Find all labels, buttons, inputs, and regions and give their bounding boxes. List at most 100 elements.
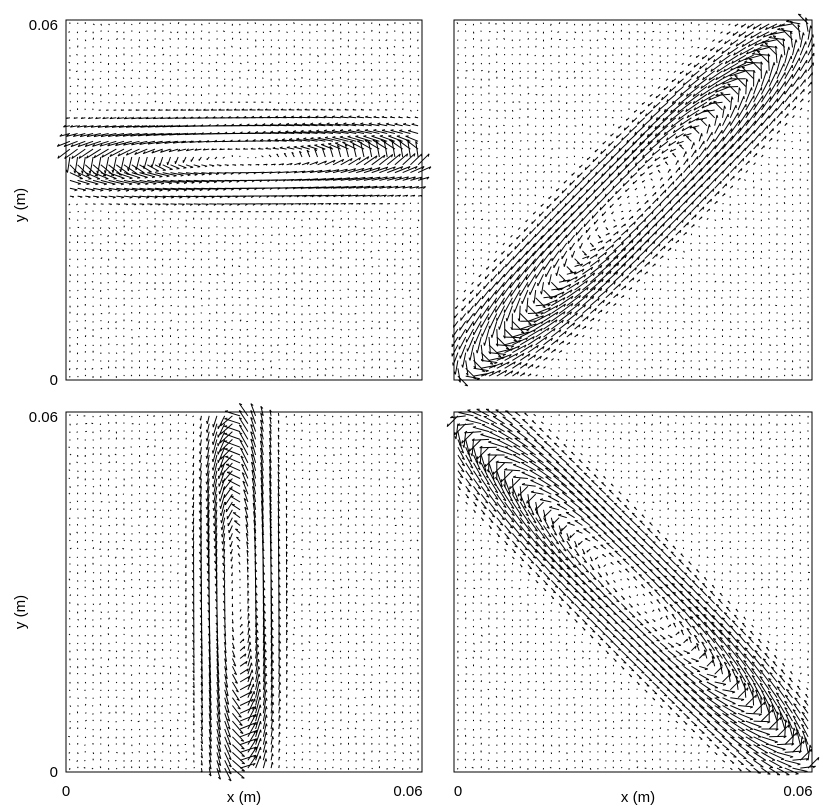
vector-arrow [122, 133, 140, 137]
vector-arrow-head [409, 186, 413, 189]
vector-arrow-head [115, 134, 119, 137]
vector-arrow [634, 125, 646, 136]
vector-arrow [628, 277, 635, 283]
vector-arrow [122, 93, 125, 96]
vector-arrow [154, 233, 156, 236]
vector-arrow-head [413, 194, 416, 197]
vector-arrow [451, 344, 459, 357]
vector-arrow [496, 195, 499, 198]
vector-arrow [535, 133, 537, 136]
vector-arrow-head [587, 179, 590, 183]
vector-arrow-head [713, 100, 717, 103]
vector-arrow [207, 367, 210, 369]
vector-arrow [108, 172, 125, 179]
vector-arrow [708, 70, 723, 81]
vector-arrow-head [608, 165, 611, 169]
vector-arrow [316, 217, 318, 220]
vector-arrow [169, 92, 171, 95]
vector-arrow [340, 116, 349, 119]
vector-arrow [613, 254, 627, 267]
vector-arrow [348, 225, 350, 228]
vector-arrow-head [216, 131, 220, 135]
vector-arrow [465, 172, 467, 174]
vector-arrow-head [591, 215, 594, 219]
vector-arrow [683, 266, 685, 268]
vector-arrow [596, 62, 599, 65]
vector-arrow [712, 39, 716, 42]
vector-arrow [567, 187, 575, 197]
vector-arrow [542, 133, 544, 136]
vector-arrow [363, 194, 373, 197]
vector-arrow [569, 180, 575, 186]
vector-arrow [558, 289, 573, 299]
vector-arrow-head [647, 200, 649, 203]
vector-arrow [123, 273, 126, 276]
vector-arrow-head [143, 109, 145, 111]
vector-arrow [409, 109, 412, 112]
vector-arrow [340, 194, 351, 197]
vector-arrow [354, 86, 357, 89]
vector-arrow-head [252, 203, 256, 206]
vector-arrow-head [123, 142, 127, 146]
vector-arrow [69, 234, 72, 237]
vector-arrow [176, 328, 179, 331]
vector-arrow [293, 281, 296, 284]
vector-arrow-head [502, 335, 506, 339]
vector-arrow [126, 125, 140, 128]
vector-arrow-head [398, 153, 401, 157]
vector-arrow [215, 327, 218, 330]
vector-arrow [582, 255, 590, 260]
vector-arrow [300, 54, 303, 56]
vector-arrow [138, 93, 140, 96]
vector-arrow [293, 375, 296, 378]
vector-arrow [649, 140, 661, 151]
vector-arrow [66, 133, 78, 137]
vector-arrow [262, 242, 264, 245]
vector-arrow [239, 47, 242, 50]
vector-arrow-head [579, 212, 581, 216]
vector-arrow [409, 257, 412, 259]
vector-arrow-head [213, 203, 217, 206]
vector-arrow [566, 295, 581, 307]
vector-arrow [650, 178, 653, 181]
vector-arrow [487, 297, 498, 312]
vector-arrow [582, 62, 584, 65]
vector-arrow-head [601, 213, 604, 217]
vector-arrow [255, 92, 258, 95]
vector-arrow-head [279, 146, 283, 149]
vector-arrow [565, 227, 575, 239]
vector-arrow-head [626, 139, 629, 143]
vector-arrow-head [595, 171, 597, 175]
vector-arrow [721, 360, 723, 362]
vector-arrow-head [604, 193, 607, 197]
vector-arrow [575, 227, 583, 236]
vector-arrow-head [626, 229, 629, 233]
vector-arrow [690, 360, 692, 362]
vector-arrow-head [585, 295, 588, 299]
vector-arrow [77, 179, 90, 185]
vector-arrow [666, 93, 677, 103]
vector-arrow [417, 176, 430, 181]
vector-arrow-head [528, 353, 531, 357]
vector-arrow-head [238, 123, 242, 126]
vector-arrow-head [582, 177, 584, 181]
vector-arrow [480, 313, 490, 328]
vector-arrow [131, 187, 146, 191]
vector-arrow-head [506, 253, 509, 257]
vector-arrow [154, 100, 157, 103]
vector-arrow [147, 172, 163, 177]
vector-arrow [488, 313, 498, 330]
vector-arrow [354, 69, 357, 72]
vector-arrow-head [468, 357, 471, 361]
vector-arrow [465, 227, 468, 230]
vector-arrow-head [377, 167, 381, 170]
vector-arrow-head [692, 93, 695, 97]
vector-arrow-head [569, 311, 572, 315]
vector-arrow [496, 86, 498, 88]
vector-arrow [385, 93, 388, 96]
vector-arrow-head [632, 277, 635, 281]
vector-arrow [116, 38, 119, 41]
vector-arrow [238, 265, 241, 267]
vector-arrow [527, 305, 539, 317]
panel-top-right [451, 13, 815, 387]
